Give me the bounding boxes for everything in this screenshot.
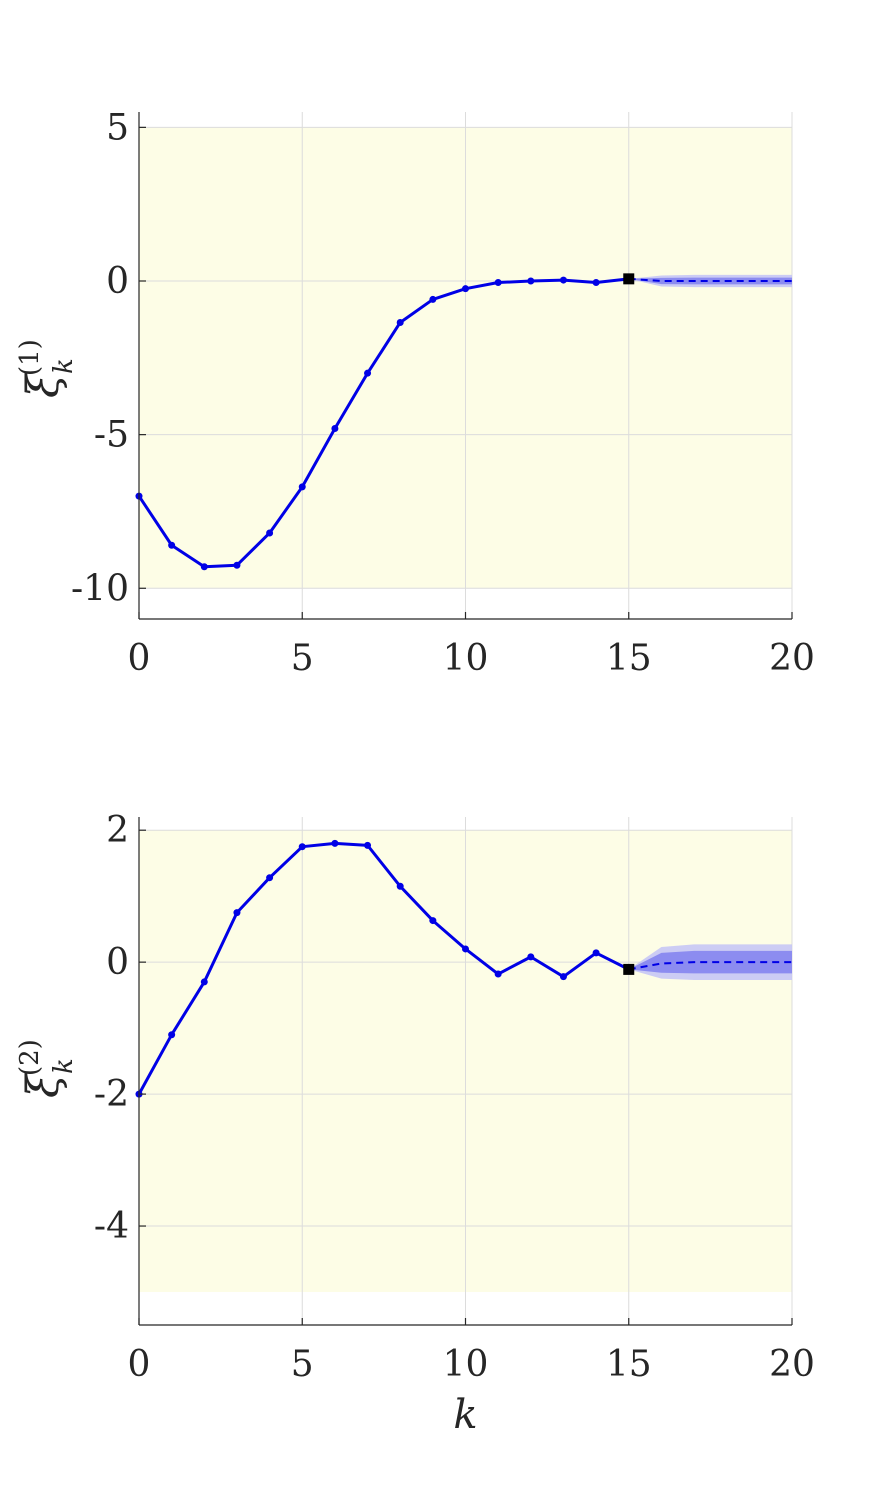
- y-axis-label-superscript: (1): [15, 339, 45, 376]
- y-axis-label-subscript: k: [49, 358, 79, 374]
- y-tick-label: 0: [106, 942, 129, 983]
- prediction-line: [628, 277, 792, 282]
- y-axis-label: ξ(2) k: [15, 1039, 79, 1098]
- y-tick-label: -2: [94, 1074, 129, 1115]
- y-tick-label: 2: [106, 810, 129, 851]
- data-point: [331, 424, 339, 432]
- x-tick-label: 0: [128, 638, 151, 679]
- y-tick-label: -4: [94, 1206, 129, 1247]
- current-state-marker: [623, 273, 635, 285]
- uncertainty-band-inner: [628, 277, 792, 285]
- x-tick-label: 5: [291, 638, 314, 679]
- data-point: [396, 318, 404, 326]
- trajectory-line: [137, 841, 630, 1095]
- data-point: [462, 945, 469, 953]
- data-point: [429, 295, 437, 303]
- x-tick-label: 10: [443, 1344, 489, 1385]
- data-point: [429, 917, 437, 925]
- y-axis-label-subscript: k: [49, 1058, 79, 1074]
- x-tick-label: 10: [443, 638, 489, 679]
- data-point: [396, 882, 404, 890]
- x-axis-label: k: [453, 1392, 477, 1438]
- data-point: [527, 277, 535, 285]
- y-tick-label: 0: [106, 261, 129, 302]
- data-point: [592, 279, 600, 287]
- data-point: [168, 541, 176, 549]
- data-point: [559, 973, 567, 981]
- x-tick-label: 5: [291, 1344, 314, 1385]
- data-point: [266, 529, 274, 537]
- data-point: [331, 839, 339, 847]
- x-tick-label: 20: [769, 638, 815, 679]
- data-point: [200, 563, 208, 571]
- y-tick-label: 5: [106, 107, 129, 148]
- data-point: [364, 841, 372, 849]
- y-axis-label: ξ(1) k: [15, 339, 79, 398]
- data-point: [233, 909, 241, 917]
- data-point: [462, 285, 469, 293]
- data-point: [559, 276, 567, 284]
- y-tick-label: -5: [94, 415, 129, 456]
- x-tick-label: 20: [769, 1344, 815, 1385]
- trajectory-line: [137, 277, 629, 569]
- data-point: [494, 279, 502, 287]
- data-point: [200, 978, 208, 986]
- x-tick-label: 0: [128, 1344, 151, 1385]
- data-point: [233, 561, 241, 569]
- uncertainty-band-inner: [628, 950, 792, 974]
- y-axis-label-superscript: (2): [15, 1039, 45, 1076]
- y-axis-label-symbol: ξ: [18, 371, 69, 398]
- data-point: [266, 874, 274, 882]
- data-point: [527, 953, 535, 961]
- data-point: [592, 949, 600, 957]
- prediction-line: [628, 961, 792, 971]
- y-tick-label: -10: [71, 568, 129, 609]
- data-point: [298, 843, 306, 851]
- x-tick-label: 15: [606, 1344, 652, 1385]
- data-point: [364, 369, 372, 377]
- data-point: [168, 1031, 176, 1039]
- data-point: [298, 483, 306, 491]
- chart-1: 0 5 10 15 20 5 0 -5 -10 ξ(1) k: [15, 107, 815, 679]
- current-state-marker: [623, 963, 635, 975]
- x-tick-label: 15: [606, 638, 652, 679]
- y-axis-label-symbol: ξ: [18, 1071, 69, 1098]
- data-point: [494, 970, 502, 978]
